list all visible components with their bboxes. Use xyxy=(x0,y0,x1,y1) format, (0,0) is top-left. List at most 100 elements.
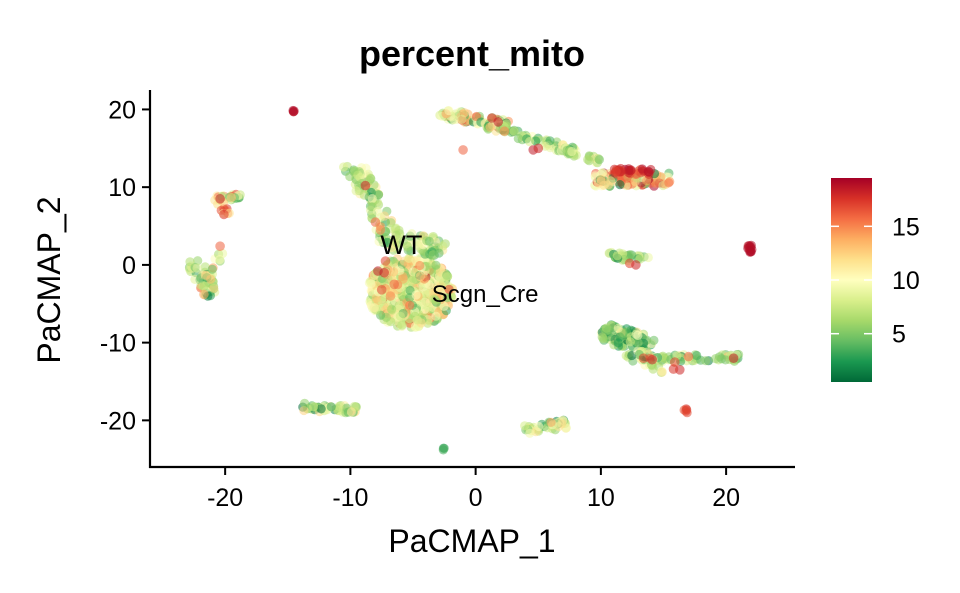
data-point xyxy=(404,253,414,263)
y-ticks: -20 -10 0 10 20 xyxy=(100,96,150,435)
data-point xyxy=(316,404,326,414)
x-tick-label: 10 xyxy=(587,484,615,512)
data-point xyxy=(657,367,667,377)
data-point xyxy=(457,114,467,124)
data-point xyxy=(289,106,299,116)
data-point xyxy=(606,176,616,186)
data-point xyxy=(412,315,422,325)
annotation-label: WT xyxy=(380,230,422,260)
data-point xyxy=(397,320,407,330)
data-point xyxy=(520,421,530,431)
data-point xyxy=(413,241,423,251)
data-point xyxy=(405,300,415,310)
x-ticks: -20 -10 0 10 20 xyxy=(207,467,740,512)
data-point xyxy=(375,225,386,235)
data-point xyxy=(407,229,417,239)
colorbar-ticks: 5 10 15 xyxy=(831,213,920,349)
y-tick-label: 10 xyxy=(108,174,136,202)
annotations-layer: WT Scgn_Cre xyxy=(380,230,538,308)
data-point xyxy=(728,353,739,364)
data-point xyxy=(376,285,387,295)
data-point xyxy=(387,304,397,314)
x-tick-label: 20 xyxy=(712,484,740,512)
data-point xyxy=(513,133,523,144)
data-point xyxy=(615,180,625,190)
data-point xyxy=(597,332,607,342)
data-point xyxy=(415,260,425,271)
data-point xyxy=(633,338,643,348)
data-point xyxy=(567,146,577,157)
data-point xyxy=(185,257,195,267)
data-point xyxy=(351,186,361,196)
data-point xyxy=(200,262,210,272)
data-point xyxy=(638,353,649,364)
x-tick-label: -20 xyxy=(207,484,243,512)
data-point xyxy=(366,279,376,289)
colorbar-tick-label: 10 xyxy=(892,267,920,295)
data-point xyxy=(192,263,202,273)
y-tick-label: -20 xyxy=(100,407,136,435)
y-tick-label: 20 xyxy=(108,96,136,124)
data-point xyxy=(596,174,606,185)
data-point xyxy=(398,274,408,284)
data-point xyxy=(604,325,614,335)
data-point xyxy=(613,323,623,333)
data-point xyxy=(651,178,661,188)
data-point xyxy=(458,145,468,155)
x-tick-label: -10 xyxy=(332,484,368,512)
chart-title: percent_mito xyxy=(359,33,585,74)
data-point xyxy=(668,364,679,374)
data-point xyxy=(370,217,381,227)
x-tick-label: 0 xyxy=(469,484,483,512)
data-point xyxy=(438,445,448,455)
data-point xyxy=(583,154,593,165)
data-point xyxy=(630,177,640,187)
data-point xyxy=(533,143,544,154)
data-point xyxy=(525,137,535,147)
data-point xyxy=(215,254,225,265)
data-point xyxy=(626,165,636,175)
data-point xyxy=(681,406,691,416)
data-point xyxy=(402,241,412,251)
data-point xyxy=(649,335,659,345)
data-point xyxy=(745,246,755,256)
data-point xyxy=(430,295,440,305)
data-point xyxy=(525,428,535,438)
data-point xyxy=(442,293,453,303)
data-point xyxy=(647,354,657,365)
colorbar: 5 10 15 xyxy=(831,178,920,382)
data-point xyxy=(389,279,400,290)
data-point xyxy=(389,267,399,277)
data-point xyxy=(339,162,349,172)
data-point xyxy=(369,303,379,313)
data-point xyxy=(423,302,433,312)
y-tick-label: -10 xyxy=(100,330,136,358)
data-point xyxy=(631,260,641,270)
data-point xyxy=(643,252,653,263)
data-point xyxy=(209,283,219,293)
data-point xyxy=(395,311,405,321)
colorbar-tick-label: 15 xyxy=(892,213,920,241)
data-point xyxy=(643,166,654,177)
data-point xyxy=(701,356,711,366)
data-point xyxy=(633,330,643,340)
data-point xyxy=(594,155,605,165)
data-point xyxy=(299,405,309,416)
data-point xyxy=(625,337,635,347)
data-point xyxy=(611,166,621,177)
data-point xyxy=(612,251,622,261)
data-point xyxy=(451,109,461,119)
data-point xyxy=(226,192,236,203)
data-point xyxy=(359,190,369,200)
data-point xyxy=(372,206,382,217)
data-point xyxy=(439,301,449,311)
data-point xyxy=(509,126,519,136)
data-point xyxy=(300,398,310,408)
colorbar-tick-label: 5 xyxy=(892,321,906,349)
data-point xyxy=(333,405,343,416)
data-point xyxy=(350,166,360,176)
data-point xyxy=(664,178,674,188)
data-point xyxy=(444,284,454,294)
annotation-label: Scgn_Cre xyxy=(432,281,539,308)
